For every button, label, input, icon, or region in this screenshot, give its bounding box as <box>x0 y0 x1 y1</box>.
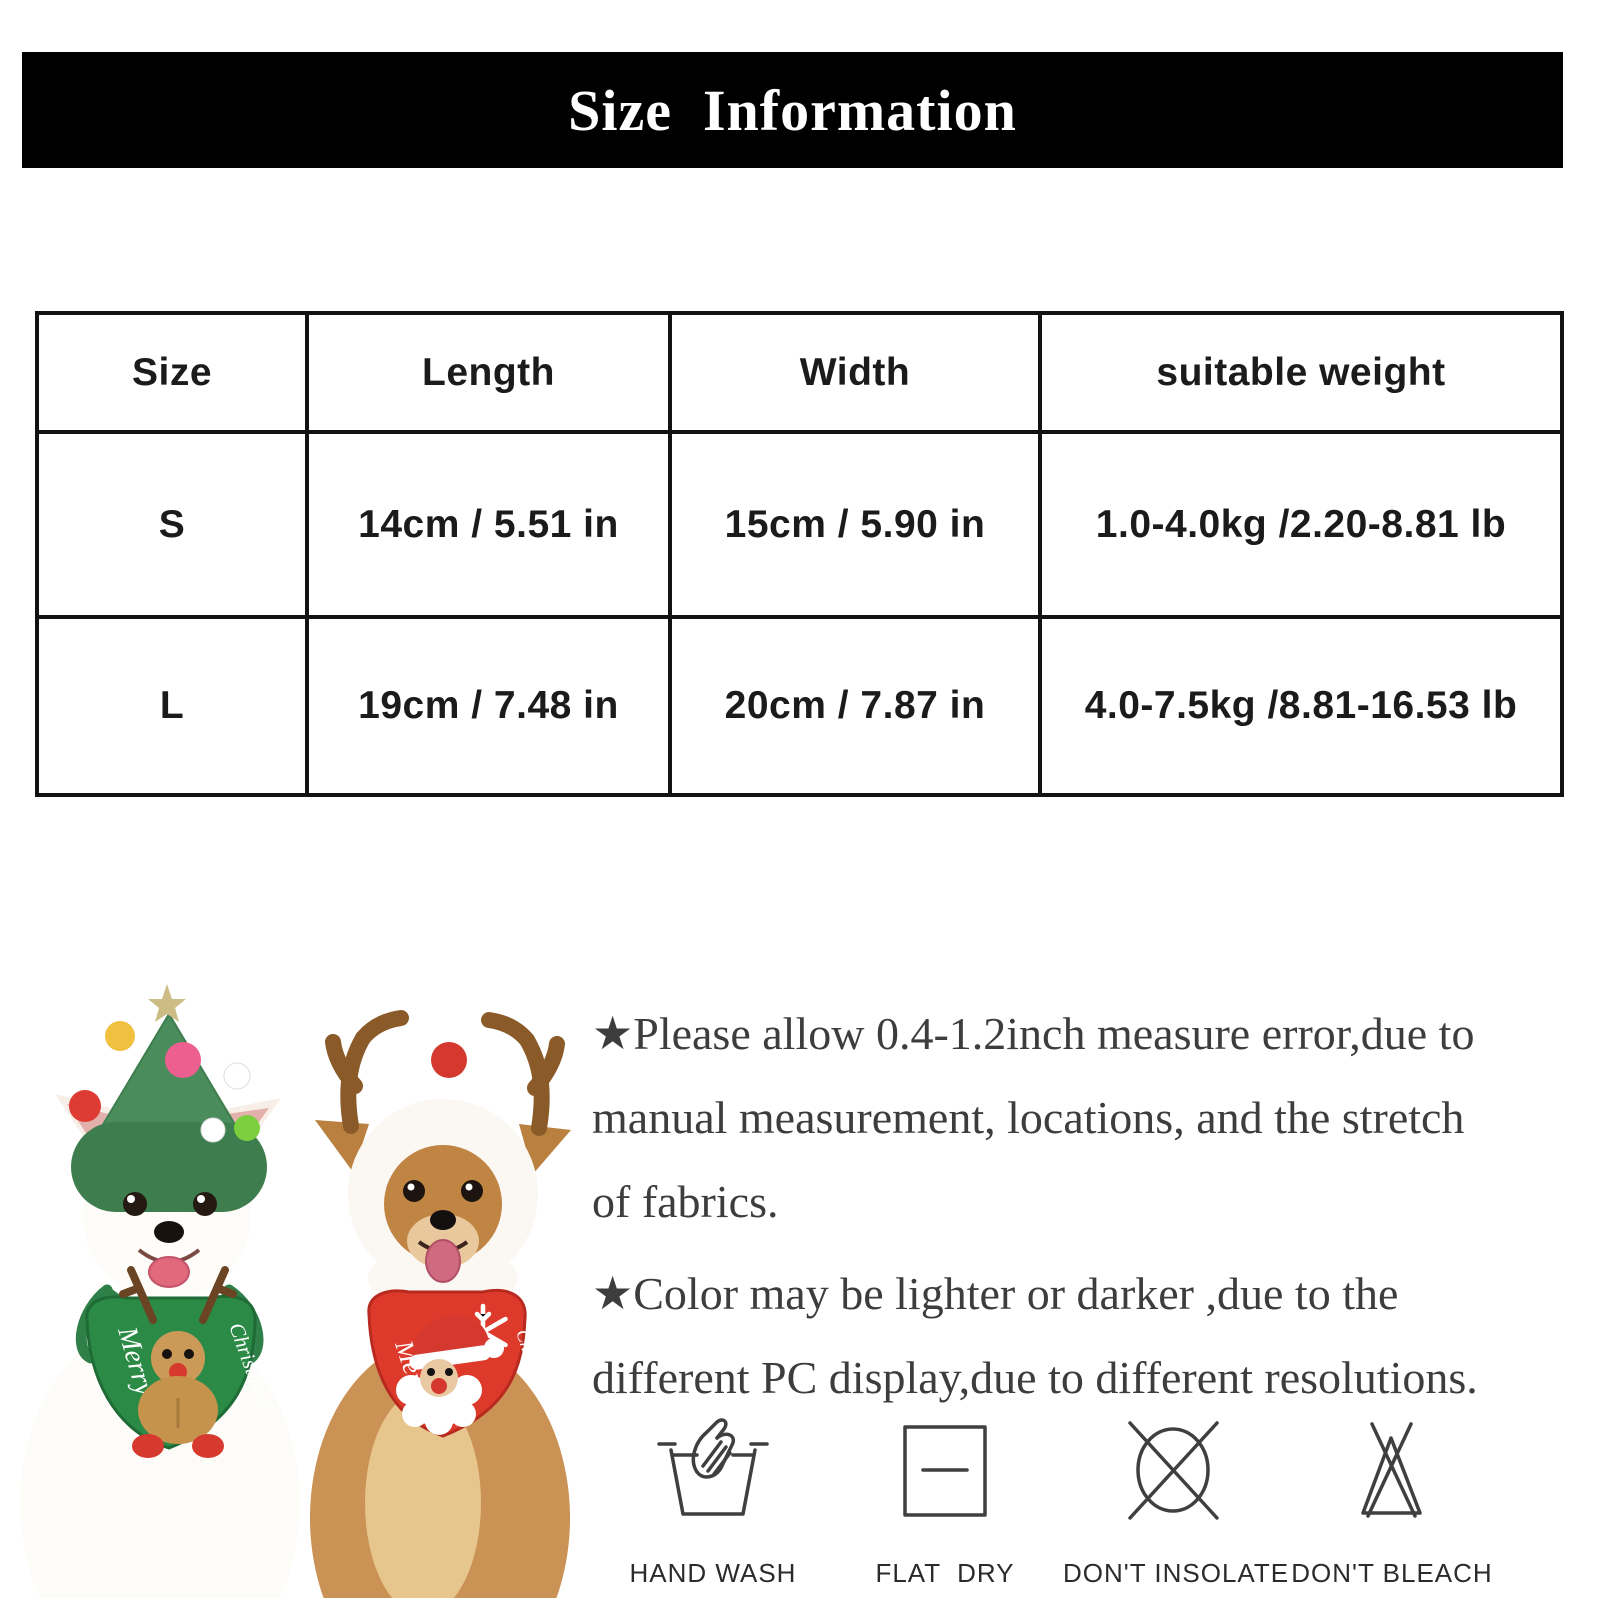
dont-bleach-icon <box>1282 1408 1502 1532</box>
table-cell-width: 20cm / 7.87 in <box>668 615 1042 797</box>
table-header-width: Width <box>668 311 1042 434</box>
right-dog: Merry Christmas <box>310 1010 571 1598</box>
santa-applique <box>396 1315 504 1435</box>
star-topper <box>148 984 186 1022</box>
table-cell-size: L <box>35 615 309 797</box>
care-label: DON'T INSOLATE <box>1063 1558 1290 1588</box>
table-cell-width: 15cm / 5.90 in <box>668 430 1042 619</box>
care-item-dont-bleach: DON'T BLEACH <box>1282 1408 1502 1589</box>
dont-insolate-icon <box>1063 1408 1283 1532</box>
page-title: Size Information <box>568 77 1017 143</box>
flat-dry-icon <box>835 1408 1055 1532</box>
table-row: S 14cm / 5.51 in 15cm / 5.90 in 1.0-4.0k… <box>35 430 1564 619</box>
note-line: ★Color may be lighter or darker ,due to … <box>592 1268 1399 1319</box>
measure-notes: ★Please allow 0.4-1.2inch measure error,… <box>592 992 1600 1420</box>
table-cell-length: 19cm / 7.48 in <box>305 615 672 797</box>
red-pom <box>431 1042 467 1078</box>
care-item-dont-insolate: DON'T INSOLATE <box>1063 1408 1290 1589</box>
care-label: FLAT DRY <box>875 1558 1015 1588</box>
dogs-photo: Merry Christmas <box>20 984 571 1598</box>
note-line: of fabrics. <box>592 1176 779 1227</box>
care-label: HAND WASH <box>629 1558 797 1588</box>
note-line: manual measurement, locations, and the s… <box>592 1092 1465 1143</box>
table-header-row: Size Length Width suitable weight <box>35 311 1564 434</box>
note-line: different PC display,due to different re… <box>592 1352 1478 1403</box>
table-row: L 19cm / 7.48 in 20cm / 7.87 in 4.0-7.5k… <box>35 615 1564 797</box>
table-header-length: Length <box>305 311 672 434</box>
table-header-weight: suitable weight <box>1038 311 1564 434</box>
christmas-tree-hat <box>69 984 267 1212</box>
green-bib: Merry Christmas! <box>85 1266 279 1458</box>
left-dog: Merry Christmas! <box>20 984 300 1598</box>
table-header-size: Size <box>35 311 309 434</box>
table-cell-weight: 4.0-7.5kg /8.81-16.53 lb <box>1038 615 1564 797</box>
table-cell-length: 14cm / 5.51 in <box>305 430 672 619</box>
size-table: Size Length Width suitable weight S 14cm… <box>35 311 1564 797</box>
care-label: DON'T BLEACH <box>1291 1558 1493 1588</box>
reindeer-applique <box>119 1266 237 1458</box>
care-item-hand-wash: HAND WASH <box>603 1408 823 1589</box>
table-cell-weight: 1.0-4.0kg /2.20-8.81 lb <box>1038 430 1564 619</box>
title-banner: Size Information <box>22 52 1563 168</box>
hand-wash-icon <box>603 1408 823 1532</box>
note-line: ★Please allow 0.4-1.2inch measure error,… <box>592 1008 1475 1059</box>
care-item-flat-dry: FLAT DRY <box>835 1408 1055 1589</box>
table-cell-size: S <box>35 430 309 619</box>
